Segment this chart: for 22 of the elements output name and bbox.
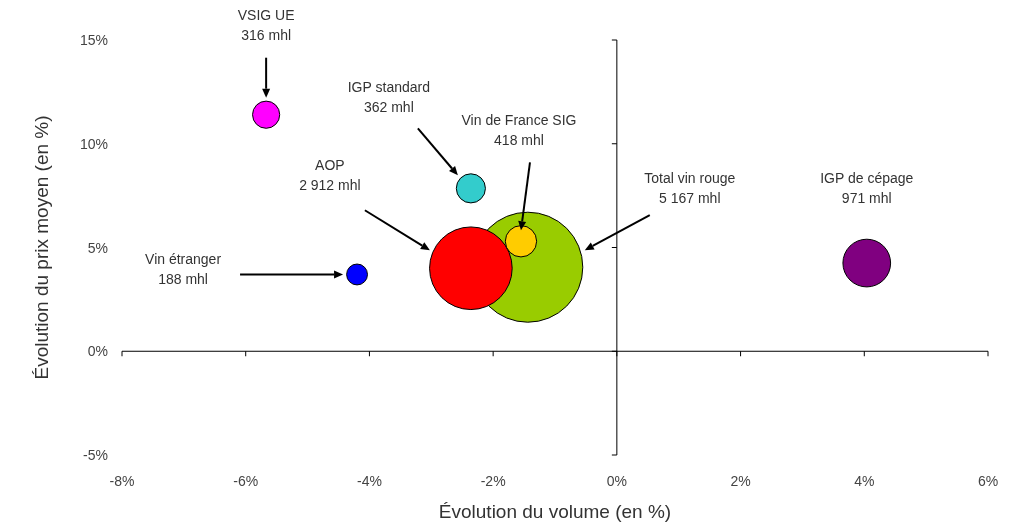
- y-tick-label: 0%: [87, 343, 108, 360]
- x-axis-title: Évolution du volume (en %): [438, 501, 672, 522]
- annotation: VSIG UE 316 mhl: [237, 6, 295, 43]
- y-tick-label: 10%: [79, 135, 108, 152]
- x-tick-label: -6%: [233, 473, 259, 489]
- annotation: Vin de France SIG 418 mhl: [461, 112, 577, 149]
- y-tick-label: 5%: [87, 239, 108, 256]
- x-tick-label: -4%: [356, 473, 382, 489]
- annotation: Vin étranger 188 mhl: [145, 251, 222, 288]
- annotation: AOP 2 912 mhl: [299, 157, 361, 194]
- annotation: Total vin rouge 5 167 mhl: [644, 170, 736, 207]
- annotation: IGP de cépage 971 mhl: [820, 170, 914, 207]
- x-tick-label: -2%: [480, 473, 506, 489]
- x-tick-label: 2%: [730, 473, 751, 489]
- x-tick-label: 4%: [854, 473, 875, 489]
- annotation: IGP standard 362 mhl: [347, 79, 430, 116]
- x-tick-label: 6%: [977, 473, 999, 489]
- y-tick-label: 15%: [79, 32, 108, 48]
- y-axis-title: Évolution du prix moyen (en %): [31, 115, 52, 380]
- x-tick-label: -8%: [109, 473, 135, 489]
- x-tick-label: 0%: [606, 473, 627, 489]
- y-tick-label: -5%: [83, 447, 108, 463]
